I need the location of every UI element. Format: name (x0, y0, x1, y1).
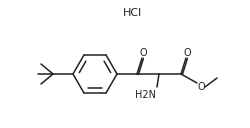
Text: HCl: HCl (124, 8, 142, 18)
Text: O: O (183, 48, 191, 58)
Text: H2N: H2N (136, 90, 156, 100)
Text: O: O (139, 48, 147, 58)
Text: O: O (197, 82, 205, 92)
